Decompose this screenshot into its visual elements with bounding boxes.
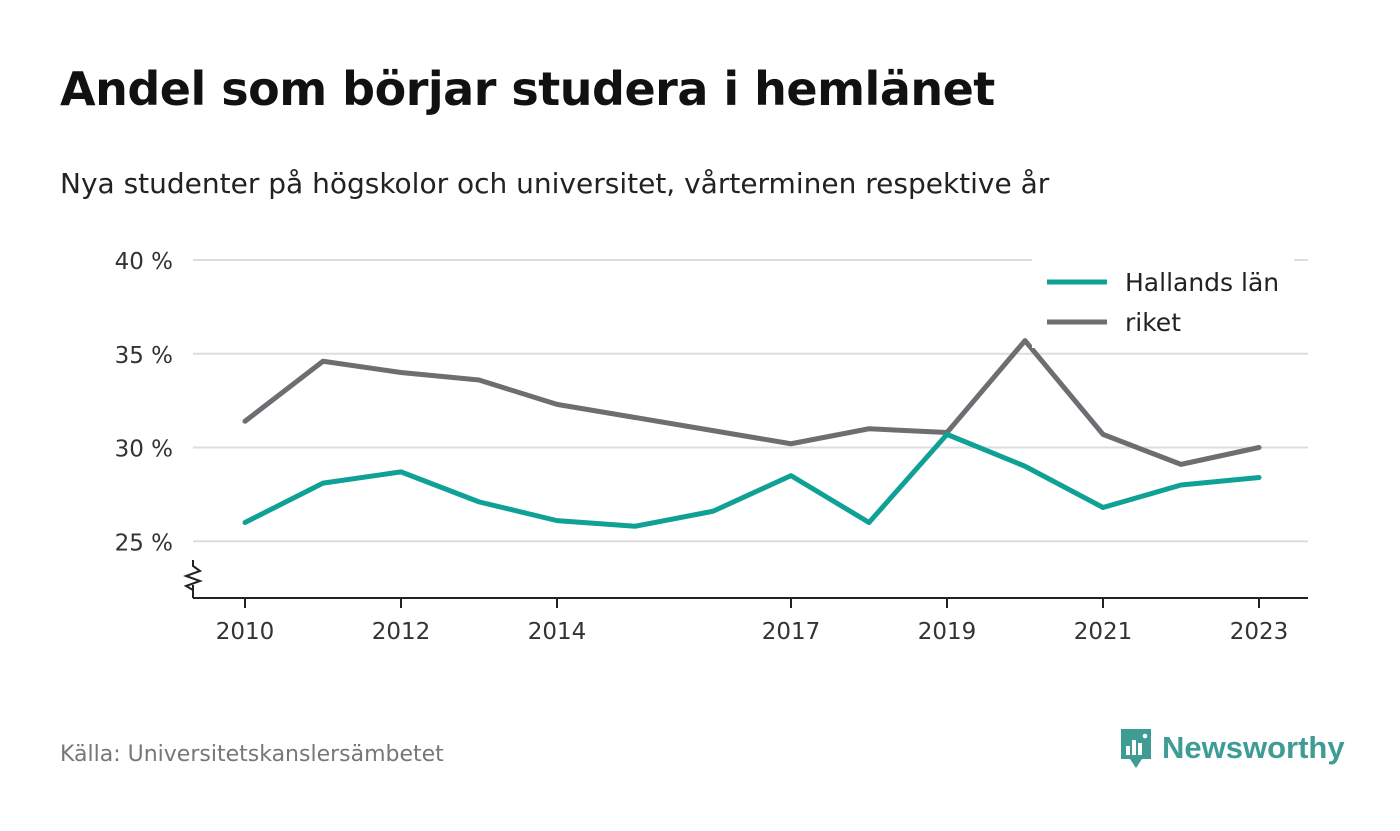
chart-subtitle: Nya studenter på högskolor och universit… xyxy=(60,167,1050,200)
brand-name: Newsworthy xyxy=(1162,730,1345,765)
legend-box xyxy=(1032,258,1294,348)
x-tick-label: 2017 xyxy=(762,619,821,645)
newsworthy-logo-icon xyxy=(1121,729,1151,768)
line-chart: 25 % 30 % 35 % 40 % 2010 2012 2014 2017 2019 2021… xyxy=(115,249,1308,645)
source-note: Källa: Universitetskanslersämbetet xyxy=(60,742,444,767)
chart-title: Andel som börjar studera i hemlänet xyxy=(60,62,995,116)
x-tick-label: 2010 xyxy=(216,619,275,645)
series-line-hallands-l-n xyxy=(242,431,1262,529)
y-axis-break-marker xyxy=(183,560,203,591)
x-tick-label: 2021 xyxy=(1074,619,1133,645)
y-tick-label: 25 % xyxy=(115,530,173,556)
y-tick-label: 40 % xyxy=(115,249,173,275)
y-tick-label: 30 % xyxy=(115,437,173,463)
x-tick-label: 2023 xyxy=(1230,619,1289,645)
x-tick-label: 2014 xyxy=(528,619,587,645)
legend-label: Hallands län xyxy=(1125,268,1279,297)
y-tick-label: 35 % xyxy=(115,343,173,369)
x-tick-label: 2012 xyxy=(372,619,431,645)
series-line-riket xyxy=(242,338,1262,467)
legend-label: riket xyxy=(1125,308,1181,337)
brand-logo: Newsworthy xyxy=(1118,726,1345,770)
x-tick-label: 2019 xyxy=(918,619,977,645)
